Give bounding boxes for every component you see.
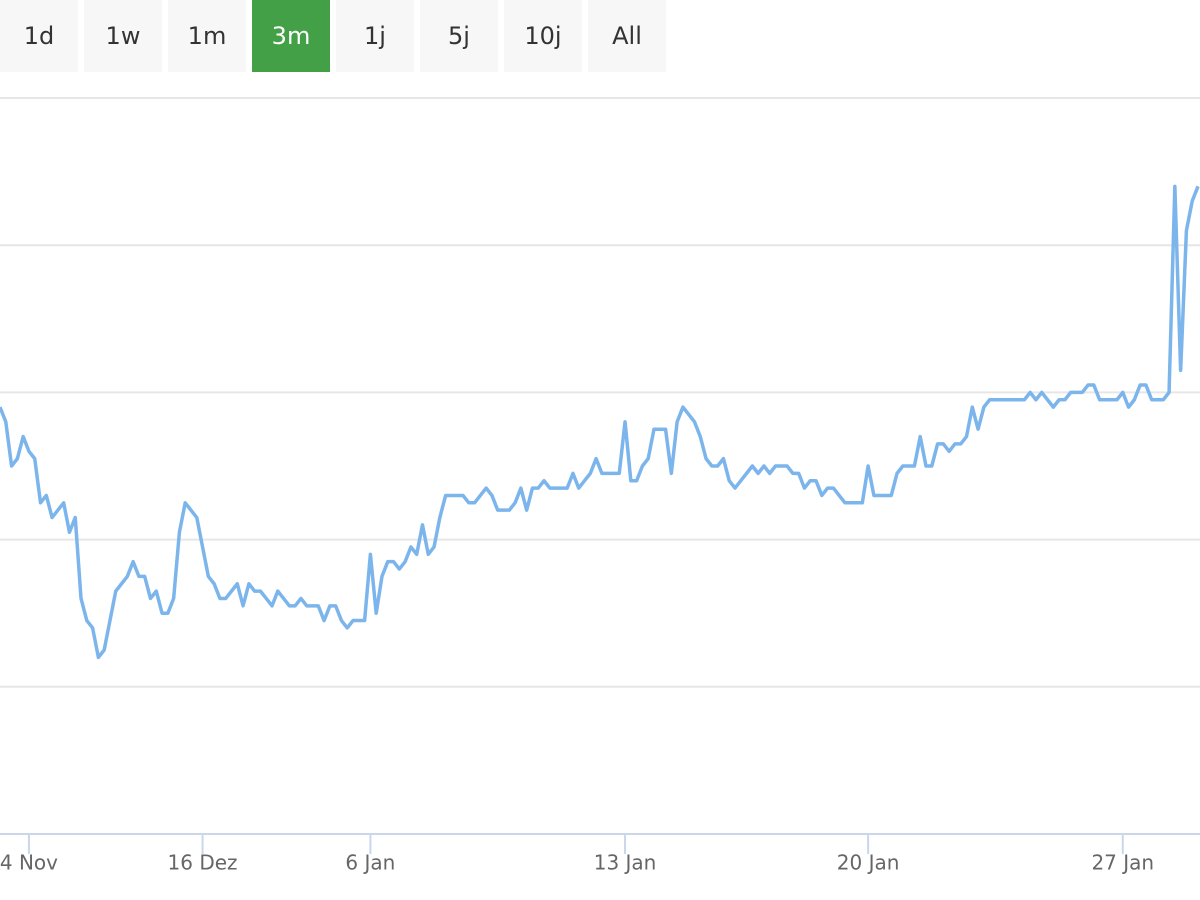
range-button-label[interactable]: 5j: [448, 22, 470, 50]
range-button-label[interactable]: 1w: [106, 22, 141, 50]
range-button[interactable]: [336, 0, 414, 72]
x-tick-label: 13 Jan: [594, 851, 657, 875]
range-button[interactable]: [504, 0, 582, 72]
range-button[interactable]: [84, 0, 162, 72]
range-button[interactable]: [0, 0, 78, 72]
range-button-label[interactable]: All: [612, 22, 642, 50]
range-button-label[interactable]: 1d: [24, 22, 55, 50]
x-tick-label: 6 Jan: [345, 851, 395, 875]
x-tick-label: 20 Jan: [837, 851, 900, 875]
x-tick-label: 4 Nov: [0, 851, 58, 875]
x-tick-label: 27 Jan: [1091, 851, 1154, 875]
range-button[interactable]: [588, 0, 666, 72]
range-button-label[interactable]: 10j: [524, 22, 561, 50]
x-tick-label: 16 Dez: [168, 851, 238, 875]
range-button-label[interactable]: 3m: [272, 22, 311, 50]
range-button-label[interactable]: 1j: [364, 22, 386, 50]
range-button[interactable]: [252, 0, 330, 72]
range-button[interactable]: [168, 0, 246, 72]
range-button-label[interactable]: 1m: [188, 22, 227, 50]
price-line: [0, 184, 1200, 660]
range-button[interactable]: [420, 0, 498, 72]
